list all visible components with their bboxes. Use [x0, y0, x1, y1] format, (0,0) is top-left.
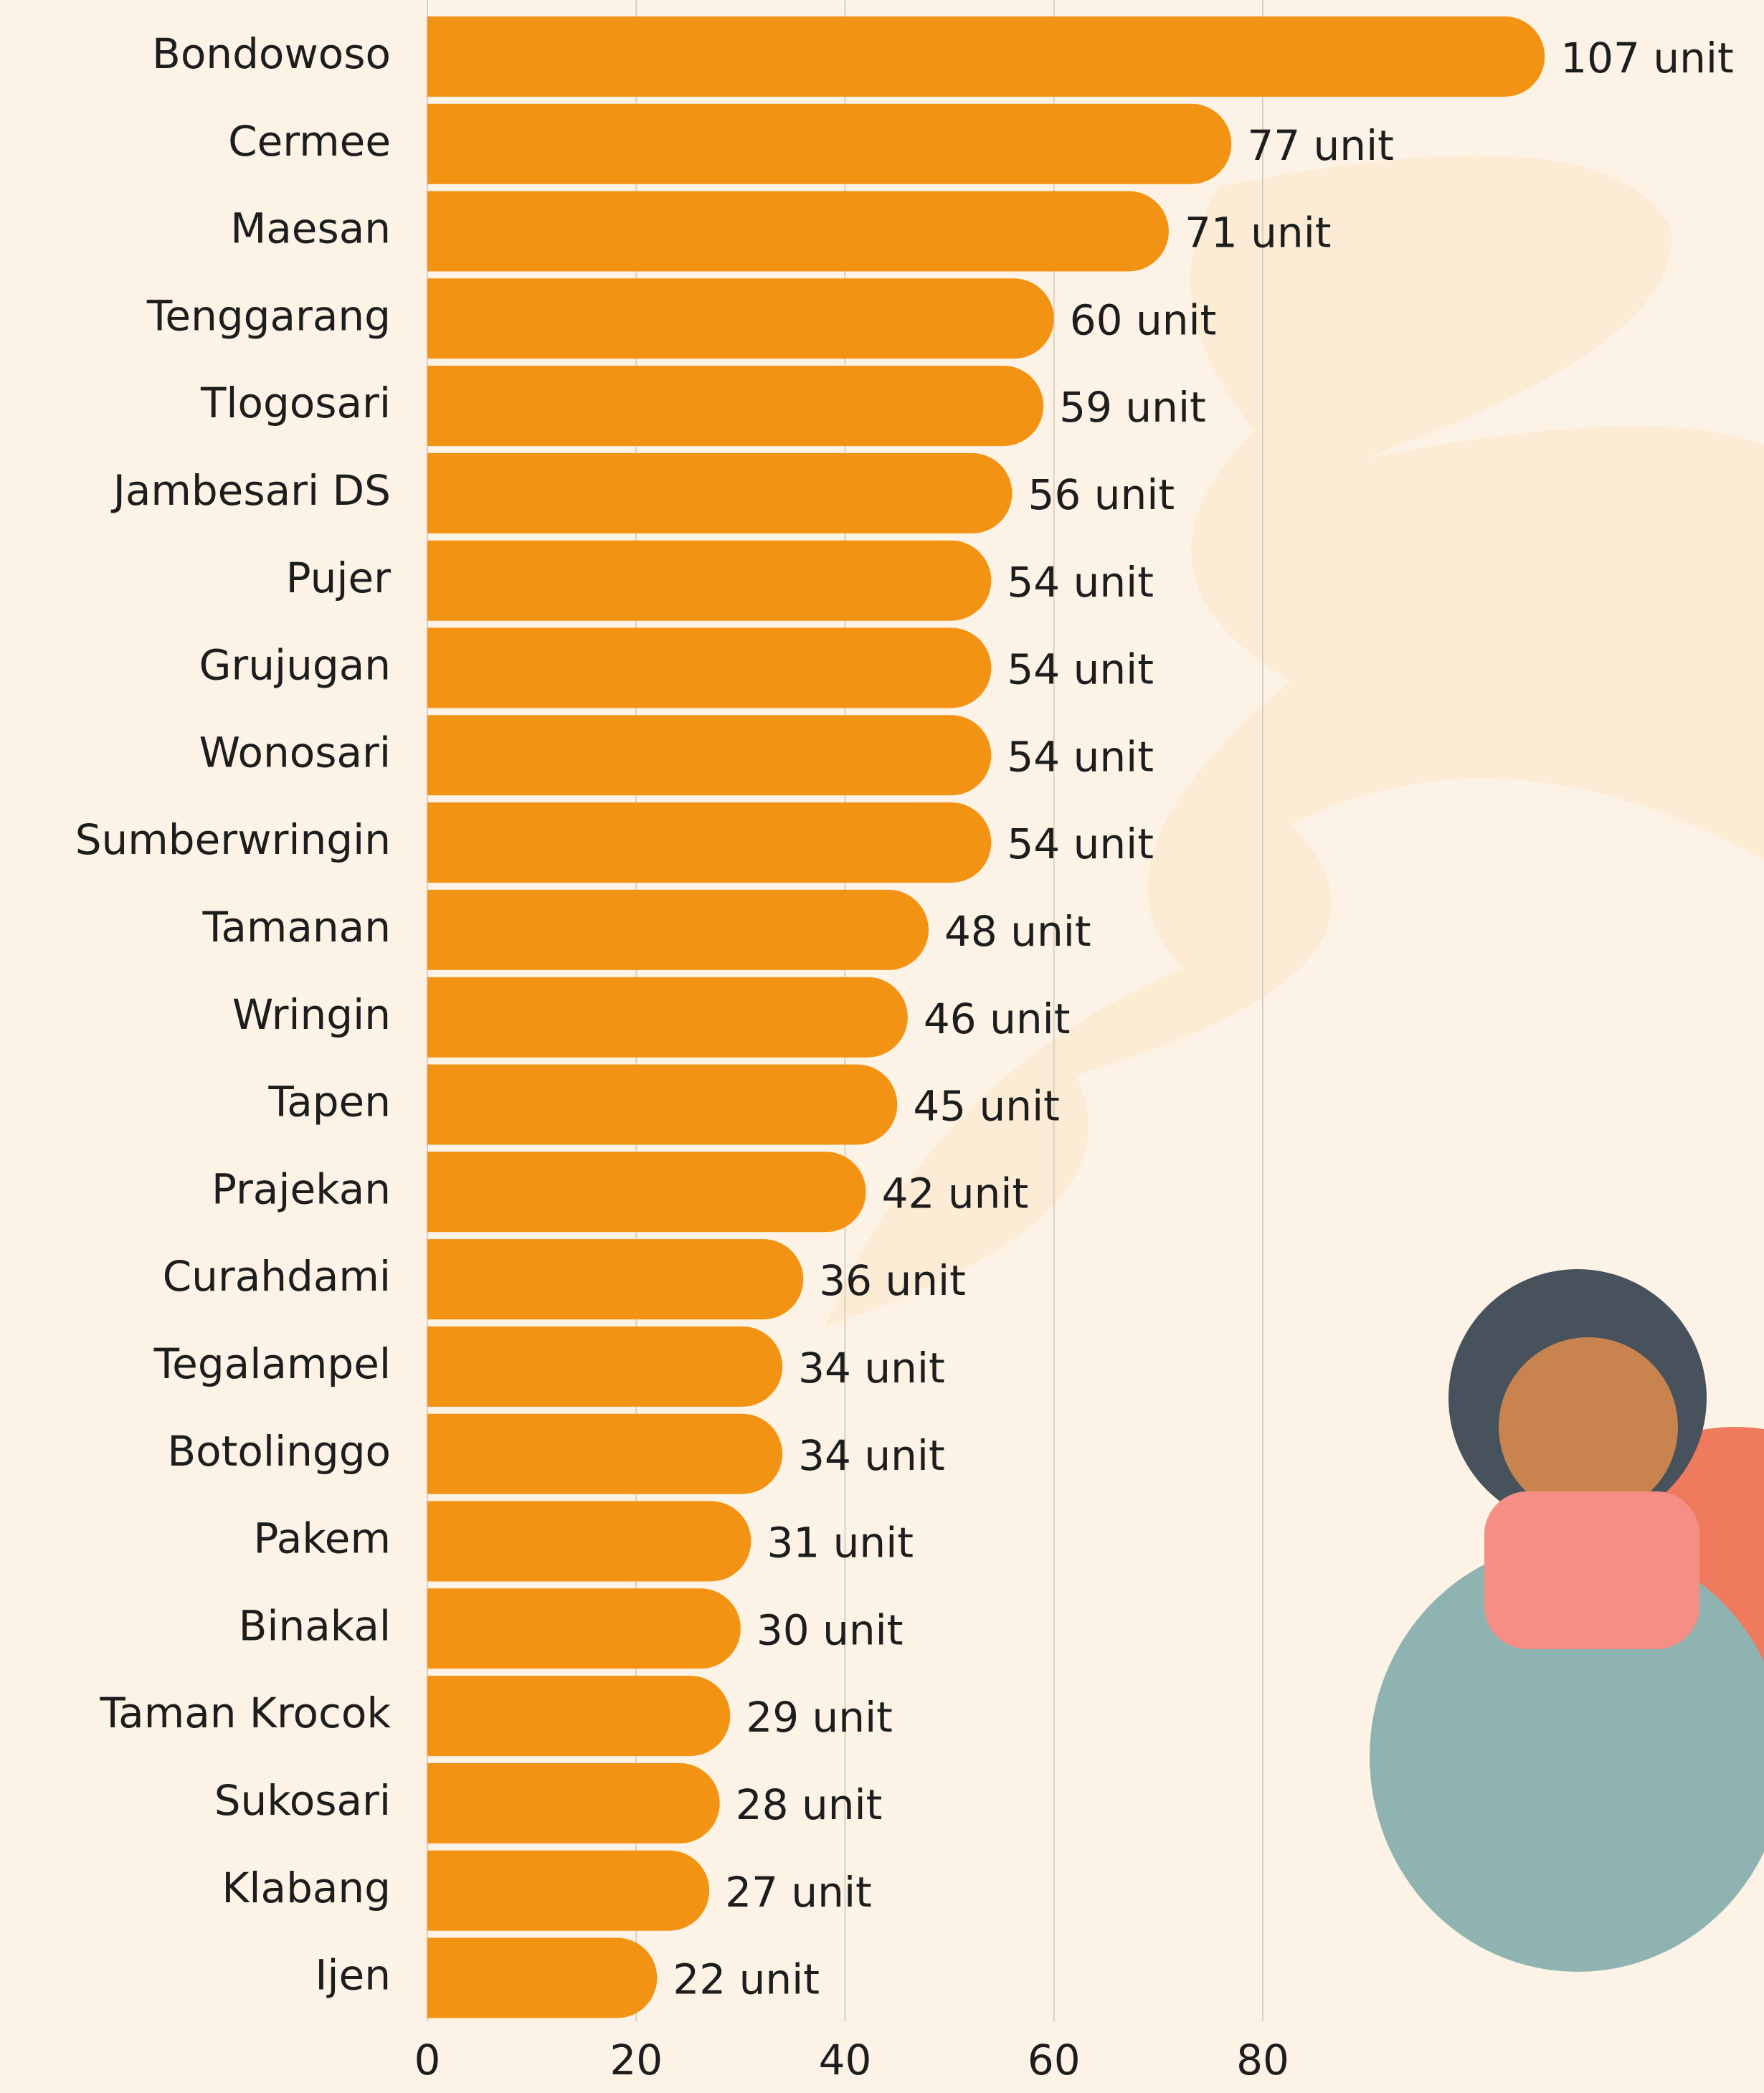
bar	[427, 540, 992, 621]
brush-stroke	[825, 155, 1764, 1326]
x-tick-label: 40	[819, 2036, 872, 2084]
y-tick-label: Bondowoso	[152, 29, 391, 78]
bar	[427, 1326, 783, 1407]
value-label: 48 unit	[944, 907, 1091, 956]
x-tick-label: 20	[610, 2036, 663, 2084]
value-label: 45 unit	[913, 1082, 1060, 1131]
bar	[427, 889, 929, 970]
bar	[427, 16, 1545, 97]
y-tick-label: Binakal	[239, 1601, 391, 1650]
bar	[427, 1152, 866, 1233]
value-label: 54 unit	[1007, 732, 1154, 781]
y-tick-label: Botolinggo	[167, 1427, 391, 1476]
value-label: 56 unit	[1028, 470, 1175, 519]
value-label: 34 unit	[798, 1344, 945, 1392]
value-label: 59 unit	[1059, 383, 1206, 432]
child-face	[1499, 1337, 1678, 1517]
y-tick-label: Ijen	[315, 1951, 391, 2000]
bar	[427, 103, 1232, 184]
bar	[427, 191, 1169, 272]
bar	[427, 1676, 731, 1757]
y-tick-label: Sumberwringin	[75, 815, 391, 864]
bar	[427, 977, 908, 1058]
bar	[427, 278, 1054, 359]
value-label: 107 unit	[1560, 34, 1734, 82]
value-label: 60 unit	[1070, 295, 1217, 344]
value-label: 42 unit	[882, 1169, 1029, 1218]
y-tick-label: Tamanan	[202, 903, 391, 951]
y-tick-label: Curahdami	[163, 1252, 391, 1301]
y-tick-label: Wonosari	[199, 728, 391, 777]
y-tick-label: Cermee	[228, 117, 391, 166]
bar	[427, 1064, 898, 1145]
x-tick-label: 0	[414, 2036, 441, 2084]
bar	[427, 1937, 658, 2018]
value-label: 30 unit	[757, 1605, 904, 1654]
bar	[427, 715, 992, 796]
y-tick-label: Pujer	[286, 554, 392, 602]
bar	[427, 802, 992, 883]
y-tick-label: Jambesari DS	[111, 466, 391, 515]
y-tick-label: Grujugan	[199, 641, 391, 690]
bar	[427, 1588, 741, 1669]
y-tick-label: Tenggarang	[146, 291, 391, 340]
child-body	[1370, 1542, 1764, 1972]
value-label: 77 unit	[1247, 121, 1394, 170]
value-label: 34 unit	[798, 1431, 945, 1480]
y-tick-label: Tegalampel	[153, 1339, 391, 1388]
y-tick-label: Tapen	[267, 1078, 391, 1126]
value-label: 71 unit	[1185, 209, 1332, 257]
bar	[427, 1850, 710, 1931]
bar	[427, 452, 1013, 533]
value-label: 36 unit	[819, 1256, 966, 1305]
bar	[427, 1413, 783, 1494]
value-label: 28 unit	[736, 1780, 883, 1829]
y-tick-label: Maesan	[230, 204, 391, 253]
y-tick-label: Klabang	[222, 1864, 391, 1912]
value-label: 27 unit	[725, 1868, 872, 1917]
y-tick-label: Pakem	[253, 1514, 391, 1563]
bar	[427, 1762, 720, 1843]
background-decoration	[825, 155, 1764, 1326]
bar	[427, 1239, 804, 1320]
y-tick-label: Prajekan	[212, 1164, 391, 1213]
bar	[427, 1501, 751, 1582]
y-tick-label: Wringin	[232, 990, 391, 1039]
y-tick-label: Tlogosari	[200, 379, 391, 427]
x-tick-label: 80	[1236, 2036, 1289, 2084]
value-label: 31 unit	[767, 1519, 914, 1567]
y-tick-label: Sukosari	[214, 1776, 391, 1825]
y-tick-label: Taman Krocok	[99, 1689, 391, 1737]
value-label: 54 unit	[1007, 645, 1154, 694]
value-label: 22 unit	[673, 1955, 820, 2004]
value-label: 54 unit	[1007, 558, 1154, 607]
bar	[427, 627, 992, 708]
value-label: 54 unit	[1007, 820, 1154, 868]
x-tick-label: 60	[1028, 2036, 1081, 2084]
child-shirt	[1484, 1491, 1699, 1649]
bar	[427, 366, 1044, 447]
value-label: 46 unit	[924, 995, 1071, 1043]
illustration	[1370, 1269, 1764, 1972]
value-label: 29 unit	[746, 1693, 893, 1742]
